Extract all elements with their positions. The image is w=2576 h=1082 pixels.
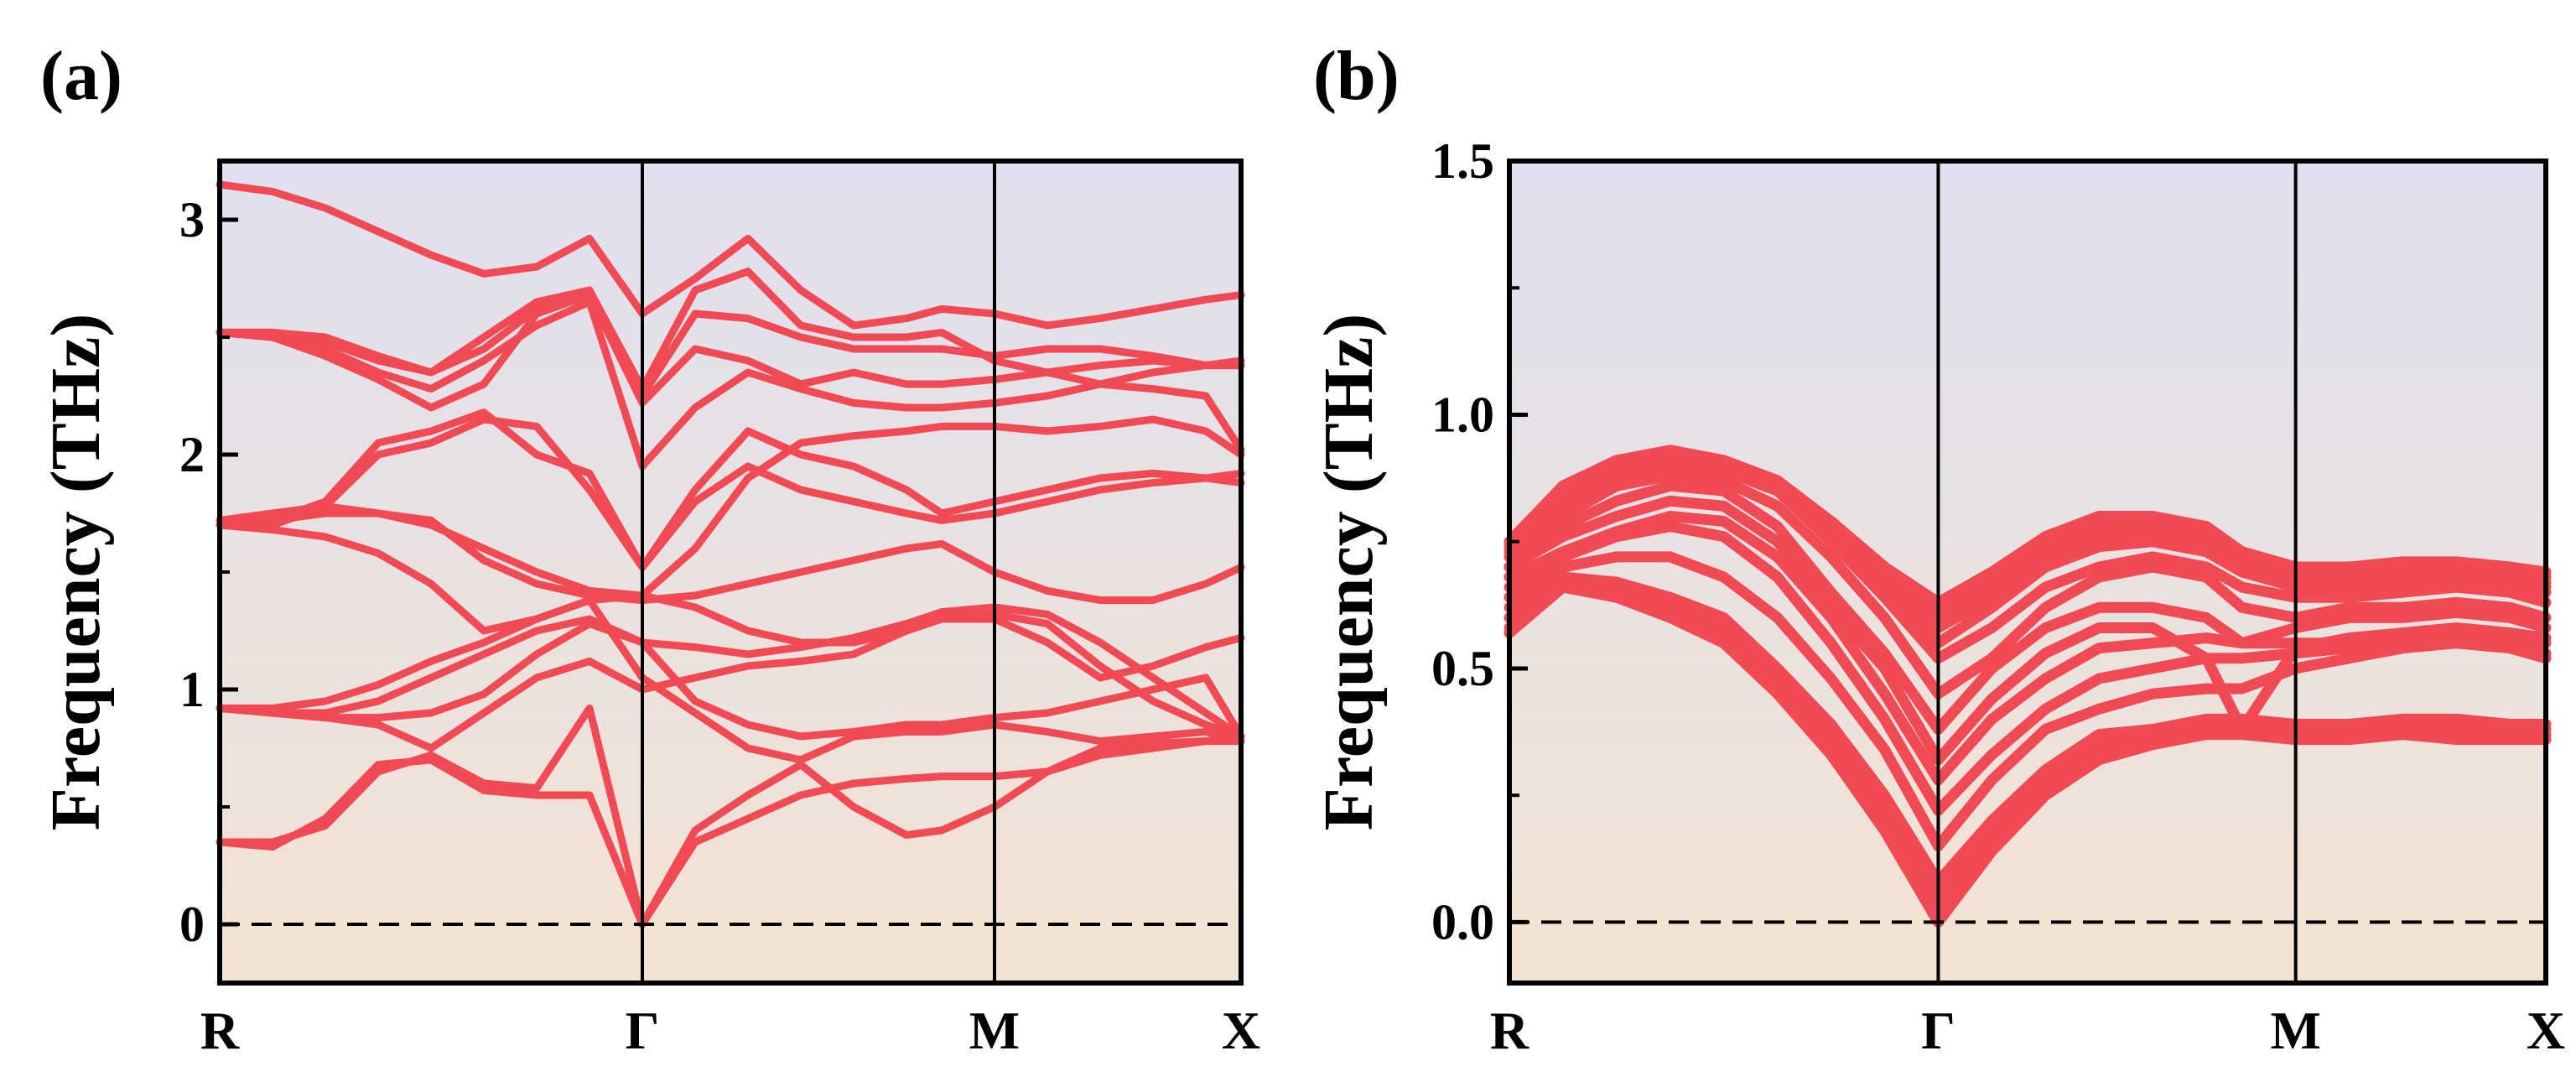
band-line-a-10	[216, 408, 1245, 571]
kpoint-label-b-2: M	[2270, 1001, 2320, 1060]
yticks-a: 0 1 2 3	[179, 192, 238, 952]
band-line-a-5	[216, 615, 1245, 741]
band-line-b-10	[1504, 470, 2552, 700]
band-line-a-2	[216, 704, 1245, 929]
band-line-a-9	[216, 415, 1245, 600]
band-line-b-5	[1504, 551, 2552, 852]
ytick-label-a-1: 1	[179, 662, 205, 717]
series-group-b	[1504, 445, 2552, 928]
kpoint-label-a-0: R	[200, 1001, 240, 1060]
band-line-a-16	[216, 180, 1245, 330]
y-axis-title-b: Frequency (THz)	[1310, 314, 1388, 831]
kpoint-label-a-1: Γ	[626, 1001, 660, 1060]
chart-panel-b: 0.0 0.5 1.0 1.5 R Γ M X (b) Frequency (THz)	[1310, 37, 2565, 1060]
band-line-a-4	[216, 603, 1245, 741]
ytick-label-b-3: 1.5	[1431, 133, 1494, 189]
yticks-b: 0.0 0.5 1.0 1.5	[1431, 133, 1528, 949]
band-line-a-15	[216, 268, 1245, 454]
band-line-b-16	[1504, 445, 2552, 608]
band-line-a-6	[216, 596, 1245, 764]
panel-label-b: (b)	[1313, 37, 1400, 115]
kpoint-label-b-3: X	[2527, 1001, 2565, 1060]
kpoint-lines-a	[641, 161, 996, 983]
band-line-a-3	[216, 610, 1245, 752]
plot-background-a	[220, 161, 1241, 983]
ytick-label-a-0: 0	[179, 897, 205, 952]
band-line-b-9	[1504, 480, 2552, 735]
kpoint-label-b-0: R	[1490, 1001, 1530, 1060]
ytick-label-b-2: 1.0	[1431, 387, 1494, 442]
band-line-a-7	[216, 521, 1245, 682]
panel-label-a: (a)	[40, 37, 122, 115]
kpoint-lines-b	[1936, 161, 2298, 983]
plot-frame-b	[1507, 159, 2548, 986]
band-line-b-8	[1504, 495, 2552, 766]
ytick-label-b-0: 0.0	[1431, 894, 1494, 949]
band-line-a-13	[216, 291, 1245, 412]
kpoint-label-a-2: M	[969, 1001, 1020, 1060]
chart-panel-a: 0 1 2 3 R Γ M X (a) Frequency (THz)	[37, 37, 1260, 1060]
kpoint-label-b-1: Γ	[1921, 1001, 1955, 1060]
ytick-label-a-3: 3	[179, 192, 205, 247]
ytick-label-a-2: 2	[179, 427, 205, 482]
ytick-label-b-1: 0.5	[1431, 641, 1494, 696]
band-line-a-12	[216, 298, 1245, 471]
series-group-a	[216, 180, 1245, 929]
y-axis-title-a: Frequency (THz)	[37, 314, 115, 831]
band-line-b-4	[1504, 571, 2552, 887]
band-line-a-11	[216, 415, 1245, 571]
kpoint-label-a-3: X	[1222, 1001, 1260, 1060]
